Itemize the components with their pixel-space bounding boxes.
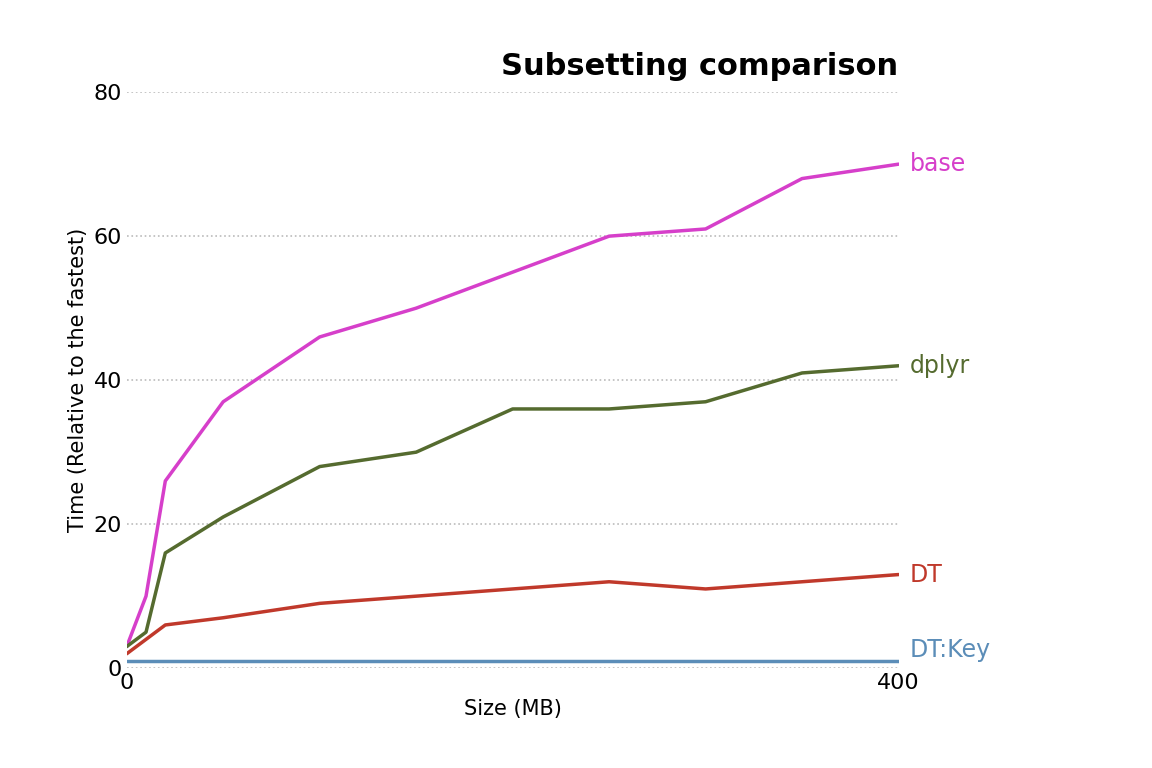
Text: Subsetting comparison: Subsetting comparison (501, 52, 899, 81)
Text: DT: DT (910, 562, 942, 587)
X-axis label: Size (MB): Size (MB) (464, 699, 561, 719)
Text: base: base (910, 152, 965, 176)
Text: dplyr: dplyr (910, 354, 970, 378)
Text: DT:Key: DT:Key (910, 638, 991, 662)
Y-axis label: Time (Relative to the fastest): Time (Relative to the fastest) (68, 228, 88, 532)
